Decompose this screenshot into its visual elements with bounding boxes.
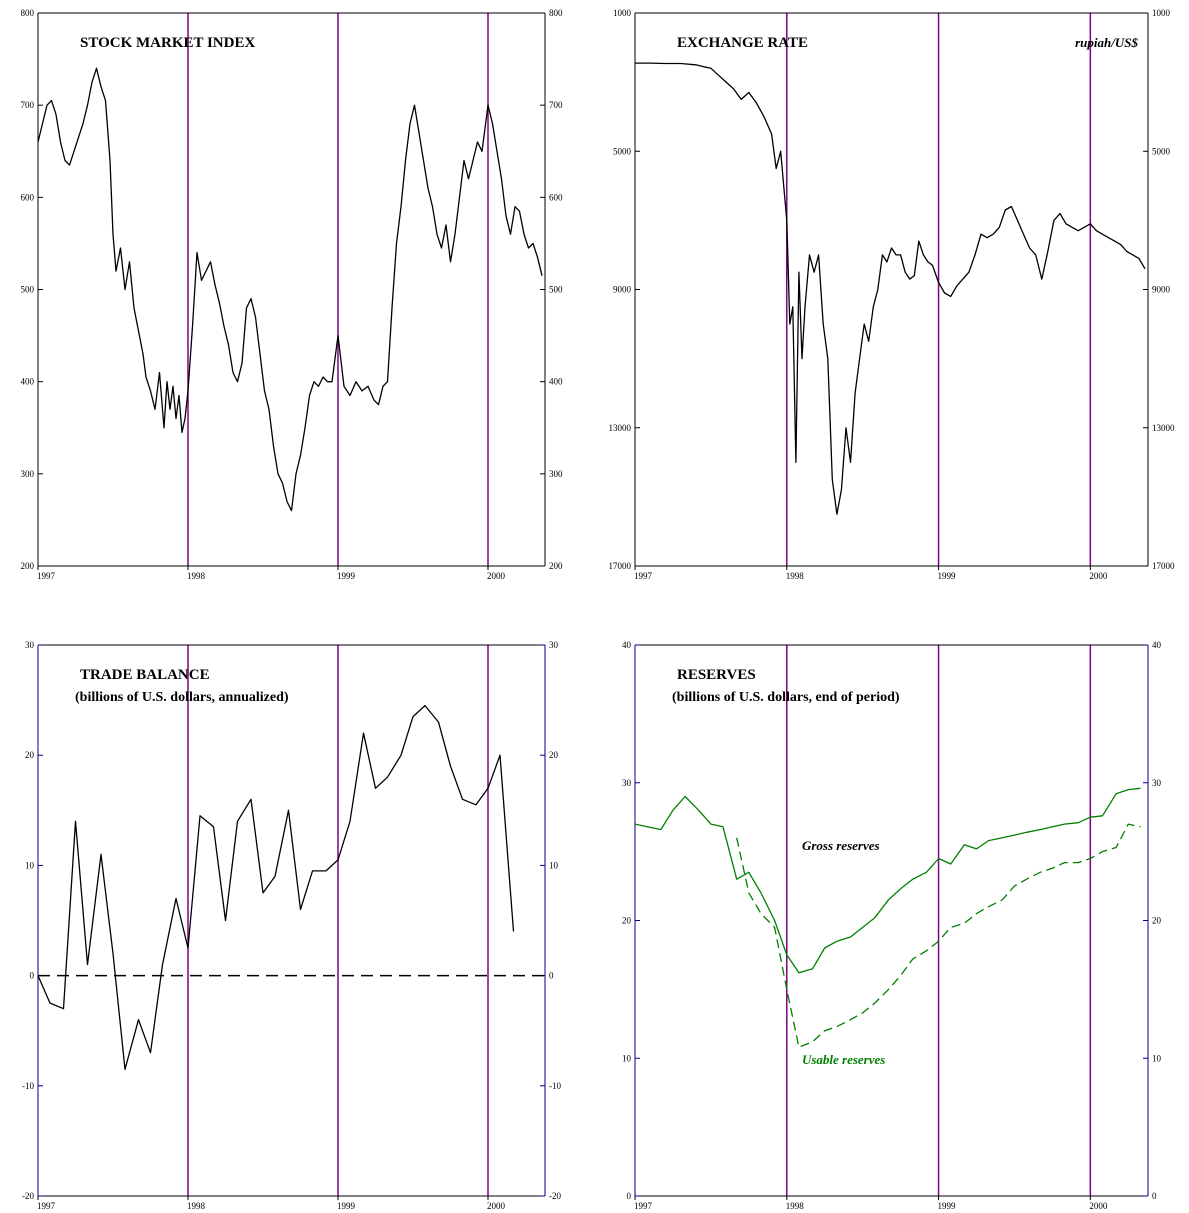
x-tick-label: 1999 bbox=[938, 1201, 957, 1211]
y-tick-label-right: 40 bbox=[1152, 640, 1162, 650]
y-tick-label-left: 0 bbox=[30, 971, 35, 981]
x-tick-label: 2000 bbox=[1089, 1201, 1108, 1211]
chart-subtitle: (billions of U.S. dollars, annualized) bbox=[75, 690, 289, 705]
exchange-rate-panel: 1000 1000 5000 5000 9000 9000 13000 13000 17000 1… bbox=[595, 0, 1189, 600]
y-tick-label-right: 0 bbox=[549, 971, 554, 981]
y-tick-label-right: 500 bbox=[549, 285, 563, 295]
y-tick-label-right: 600 bbox=[549, 192, 563, 202]
y-tick-label-left: 800 bbox=[21, 8, 35, 18]
y-tick-label-right: 30 bbox=[1152, 778, 1162, 788]
y-tick-label-right: 17000 bbox=[1152, 561, 1175, 571]
stock-market-index-chart: 800 800 700 700 600 600 500 500 400 400 300 300 200 2… bbox=[21, 8, 564, 581]
y-tick-label-right: 10 bbox=[1152, 1053, 1162, 1063]
y-tick-label-left: 13000 bbox=[609, 423, 632, 433]
y-tick-label-left: 700 bbox=[21, 100, 35, 110]
y-tick-label-right: 5000 bbox=[1152, 146, 1171, 156]
x-tick-label: 1998 bbox=[187, 1201, 206, 1211]
y-tick-label-right: 30 bbox=[549, 640, 559, 650]
x-tick-label: 1997 bbox=[634, 571, 653, 581]
series-annotation: Gross reserves bbox=[802, 838, 880, 853]
stock-series-line bbox=[37, 67, 543, 512]
y-tick-label-right: 10 bbox=[549, 860, 559, 870]
y-tick-label-left: 9000 bbox=[613, 285, 632, 295]
y-tick-label-right: -20 bbox=[549, 1191, 561, 1201]
chart-title: RESERVES bbox=[677, 667, 756, 683]
y-tick-label-left: -20 bbox=[22, 1191, 34, 1201]
y-tick-label-left: 1000 bbox=[613, 8, 632, 18]
y-tick-label-left: 10 bbox=[25, 860, 35, 870]
y-tick-label-left: 300 bbox=[21, 469, 35, 479]
y-tick-label-left: 30 bbox=[25, 640, 35, 650]
y-tick-label-left: 400 bbox=[21, 377, 35, 387]
y-tick-label-right: 20 bbox=[549, 750, 559, 760]
y-tick-label-right: 13000 bbox=[1152, 423, 1175, 433]
y-tick-label-left: 40 bbox=[622, 640, 632, 650]
unit-note: rupiah/US$ bbox=[1075, 35, 1138, 50]
x-tick-label: 2000 bbox=[487, 571, 506, 581]
y-tick-label-left: 200 bbox=[21, 561, 35, 571]
stock-market-index-panel: 800 800 700 700 600 600 500 500 400 400 300 300 200 2… bbox=[0, 0, 590, 600]
x-tick-label: 2000 bbox=[1089, 571, 1108, 581]
y-tick-label-right: 20 bbox=[1152, 916, 1162, 926]
x-tick-label: 1999 bbox=[938, 571, 957, 581]
y-tick-label-right: 1000 bbox=[1152, 8, 1171, 18]
y-tick-label-right: -10 bbox=[549, 1081, 561, 1091]
x-tick-label: 1999 bbox=[337, 571, 356, 581]
x-tick-label: 2000 bbox=[487, 1201, 506, 1211]
x-tick-label: 1997 bbox=[634, 1201, 653, 1211]
x-tick-label: 1998 bbox=[786, 1201, 805, 1211]
y-tick-label-right: 200 bbox=[549, 561, 563, 571]
fx-series-line bbox=[635, 62, 1146, 515]
x-tick-label: 1997 bbox=[37, 571, 56, 581]
y-tick-label-right: 0 bbox=[1152, 1191, 1157, 1201]
chart-subtitle: (billions of U.S. dollars, end of period… bbox=[672, 690, 900, 705]
x-tick-label: 1999 bbox=[337, 1201, 356, 1211]
y-tick-label-left: 20 bbox=[25, 750, 35, 760]
y-tick-label-right: 700 bbox=[549, 100, 563, 110]
chart-title: TRADE BALANCE bbox=[80, 667, 210, 683]
y-tick-label-left: 10 bbox=[622, 1053, 632, 1063]
y-tick-label-left: 17000 bbox=[609, 561, 632, 571]
y-tick-label-right: 9000 bbox=[1152, 285, 1171, 295]
reserves-panel: 40 40 30 30 20 20 10 10 0 0 1997 1998 1999 2000 RESERV… bbox=[595, 630, 1189, 1213]
y-tick-label-left: 30 bbox=[622, 778, 632, 788]
gross-reserves-series-line bbox=[634, 787, 1141, 974]
y-tick-label-left: 5000 bbox=[613, 146, 632, 156]
chart-title: EXCHANGE RATE bbox=[677, 35, 808, 51]
y-tick-label-left: -10 bbox=[22, 1081, 34, 1091]
usable-reserves-series-line bbox=[736, 823, 1141, 1048]
y-tick-label-right: 400 bbox=[549, 377, 563, 387]
x-tick-label: 1998 bbox=[786, 571, 805, 581]
y-tick-label-left: 600 bbox=[21, 192, 35, 202]
x-tick-label: 1997 bbox=[37, 1201, 56, 1211]
trade-series-line bbox=[37, 704, 515, 1070]
y-tick-label-left: 0 bbox=[627, 1191, 632, 1201]
series-annotation: Usable reserves bbox=[802, 1052, 885, 1067]
y-tick-label-right: 300 bbox=[549, 469, 563, 479]
y-tick-label-right: 800 bbox=[549, 8, 563, 18]
y-tick-label-left: 20 bbox=[622, 916, 632, 926]
y-tick-label-left: 500 bbox=[21, 285, 35, 295]
chart-title: STOCK MARKET INDEX bbox=[80, 35, 255, 51]
x-tick-label: 1998 bbox=[187, 571, 206, 581]
trade-balance-panel: 30 30 20 20 10 10 0 0 -10 -10 -20 -20 1997 1998 1999 20… bbox=[0, 630, 590, 1213]
